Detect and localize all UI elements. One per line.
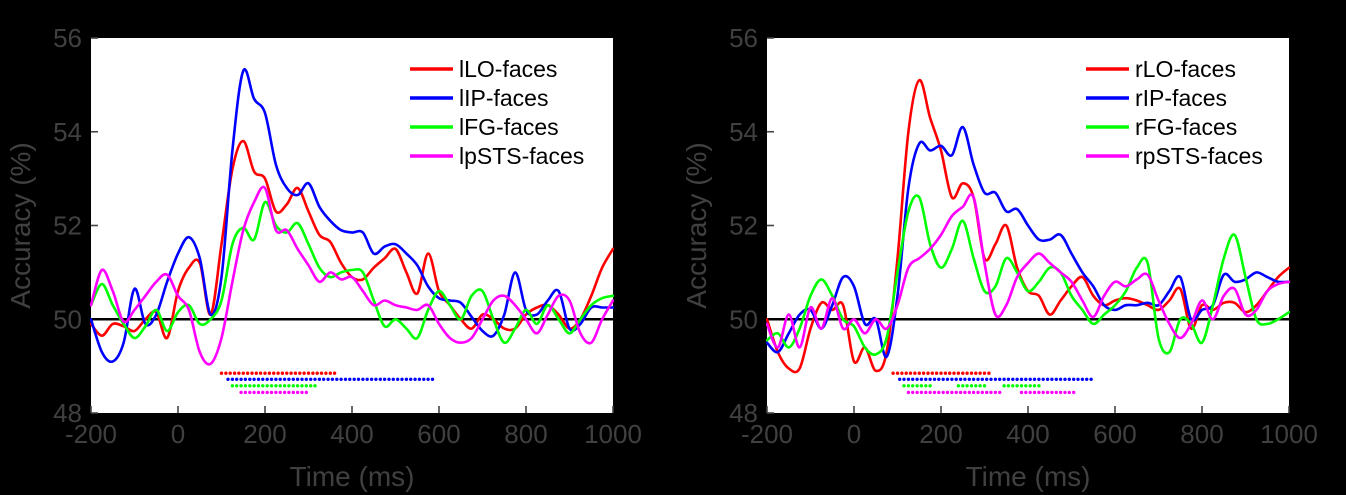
right-panel: -200 0 200 400 600 800 1000 48 50 52 54 56 Time (ms)… (681, 23, 1318, 492)
x-tick-label: 0 (171, 419, 185, 449)
x-tick-label: 800 (1180, 419, 1223, 449)
y-axis-label: Accuracy (%) (5, 142, 36, 308)
legend-label-rLO-faces: rLO-faces (1135, 56, 1236, 82)
x-axis-label: Time (ms) (966, 461, 1091, 492)
plot-area (91, 38, 613, 413)
x-tick-label: 600 (417, 419, 460, 449)
legend-item-rFG-faces: rFG-faces (1086, 114, 1237, 140)
x-tick-label: 600 (1093, 419, 1136, 449)
legend-item-rpSTS-faces: rpSTS-faces (1086, 143, 1263, 169)
legend-label-rpSTS-faces: rpSTS-faces (1135, 143, 1263, 169)
y-tick-label: 56 (729, 23, 758, 53)
x-axis-label: Time (ms) (290, 461, 415, 492)
legend-label-rFG-faces: rFG-faces (1135, 114, 1237, 140)
y-tick-label: 50 (729, 304, 758, 334)
significance-markers-rLO-faces (891, 371, 991, 375)
series-line-rpSTS-faces (766, 193, 1290, 349)
significance-markers-rpSTS-faces (906, 390, 1076, 395)
x-tick-label: 1000 (584, 419, 642, 449)
x-tick-label: 400 (330, 419, 373, 449)
left-panel: -200 0 200 400 600 800 1000 48 50 52 54 56 Time (ms)… (5, 23, 642, 492)
y-tick-label: 52 (729, 211, 758, 241)
legend-item-lLO-faces: lLO-faces (410, 56, 557, 82)
legend-item-lFG-faces: lFG-faces (410, 114, 559, 140)
x-tick-label: 1000 (1260, 419, 1318, 449)
series-line-lpSTS-faces (90, 185, 614, 366)
significance-markers-rFG-faces (902, 384, 1041, 388)
legend-label-rIP-faces: rIP-faces (1135, 85, 1227, 111)
series-line-rIP-faces (766, 125, 1290, 359)
y-tick-label: 56 (53, 23, 82, 53)
x-tick-label: -200 (741, 419, 793, 449)
y-tick-label: 54 (729, 117, 758, 147)
y-tick-label: 48 (729, 398, 758, 428)
x-tick-label: 200 (919, 419, 962, 449)
x-tick-label: 400 (1006, 419, 1049, 449)
legend-label-lFG-faces: lFG-faces (459, 114, 559, 140)
legend-label-lIP-faces: lIP-faces (459, 85, 548, 111)
legend: rLO-faces rIP-faces rFG-faces rpSTS-faces (1086, 56, 1263, 169)
x-tick-label: 0 (847, 419, 861, 449)
series-line-lFG-faces (90, 200, 614, 345)
y-axis-label: Accuracy (%) (681, 142, 712, 308)
series-line-rFG-faces (766, 194, 1290, 357)
x-tick-label: 200 (243, 419, 286, 449)
legend-item-lIP-faces: lIP-faces (410, 85, 548, 111)
significance-markers-lpSTS-faces (239, 390, 308, 395)
legend-item-rIP-faces: rIP-faces (1086, 85, 1227, 111)
legend-item-rLO-faces: rLO-faces (1086, 56, 1236, 82)
legend: lLO-faces lIP-faces lFG-faces lpSTS-faces (410, 56, 584, 169)
y-tick-label: 52 (53, 211, 82, 241)
legend-item-lpSTS-faces: lpSTS-faces (410, 143, 584, 169)
significance-markers-rIP-faces (898, 377, 1093, 381)
significance-markers-lLO-faces (219, 371, 337, 375)
significance-markers-lFG-faces (230, 384, 317, 388)
y-tick-label: 48 (53, 398, 82, 428)
y-tick-label: 50 (53, 304, 82, 334)
legend-label-lpSTS-faces: lpSTS-faces (459, 143, 584, 169)
significance-markers-lIP-faces (226, 377, 435, 381)
legend-label-lLO-faces: lLO-faces (459, 56, 557, 82)
y-tick-label: 54 (53, 117, 82, 147)
x-tick-label: 800 (504, 419, 547, 449)
x-tick-label: -200 (65, 419, 117, 449)
